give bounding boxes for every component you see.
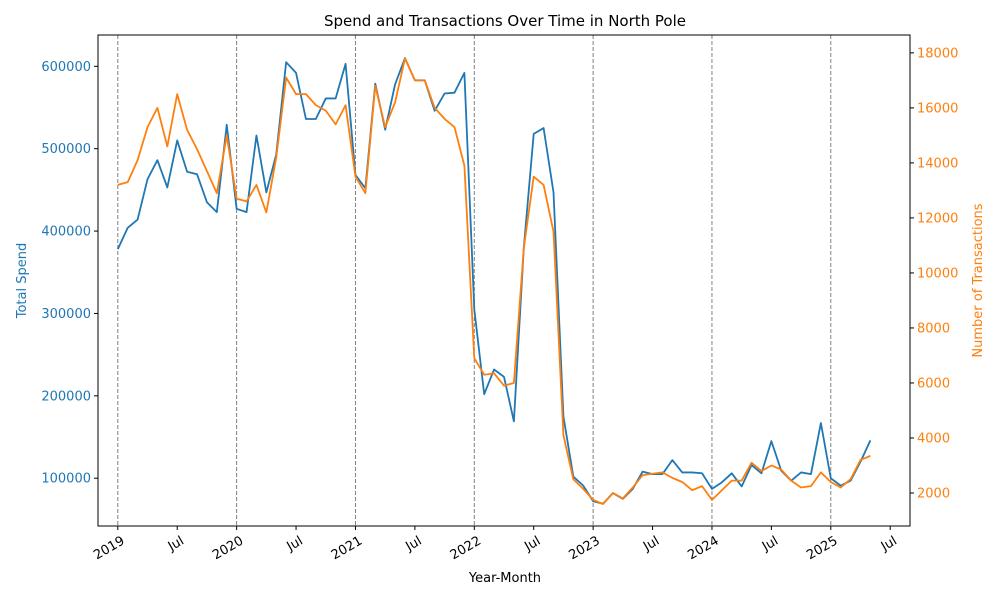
left-y-axis-title: Total Spend [15,243,30,320]
x-tick-label: 2023 [567,534,603,564]
x-tick-label: Jul [284,534,306,555]
left-y-tick-label: 100000 [41,472,91,487]
x-tick-label: 2022 [448,534,484,564]
total-spend-line [116,57,872,505]
chart-title: Spend and Transactions Over Time in Nort… [324,12,686,30]
x-tick-label: Jul [165,534,187,555]
right-y-axis-title: Number of Transactions [971,203,986,357]
x-tick-label: 2025 [804,534,840,564]
transactions-line [117,57,871,505]
right-y-tick-label: 4000 [917,431,950,446]
x-tick-label: Jul [640,534,662,555]
x-tick-label: Jul [403,534,425,555]
right-y-axis: 2000 4000 6000 8000 10000 12000 14000 16000 1800… [910,46,958,501]
series-layer [116,57,872,505]
right-y-tick-label: 10000 [917,266,958,281]
x-tick-label: 2024 [685,534,721,564]
x-tick-label: 2020 [210,534,246,564]
x-axis: 2019 Jul 2020 Jul 2021 Jul 2022 Jul 2023 Jul 2024 J… [91,526,900,563]
x-axis-title: Year-Month [468,571,541,586]
left-y-tick-label: 400000 [41,225,91,240]
left-y-tick-label: 600000 [41,60,91,75]
right-y-tick-label: 14000 [917,156,958,171]
right-y-tick-label: 16000 [917,101,958,116]
right-y-tick-label: 18000 [917,46,958,61]
right-y-tick-label: 12000 [917,211,958,226]
left-y-tick-label: 500000 [41,142,91,157]
right-y-tick-label: 2000 [917,486,950,501]
year-boundary-lines [117,35,832,526]
left-y-axis: 100000 200000 300000 400000 500000 600000 [41,60,98,487]
x-tick-label: Jul [521,534,543,555]
left-y-tick-label: 300000 [41,307,91,322]
right-y-tick-label: 8000 [917,321,950,336]
right-y-tick-label: 6000 [917,376,950,391]
x-tick-label: 2019 [91,534,127,564]
x-tick-label: Jul [878,534,900,555]
x-tick-label: Jul [759,534,781,555]
plot-area-frame [97,34,911,527]
x-tick-label: 2021 [329,534,365,564]
left-y-tick-label: 200000 [41,389,91,404]
